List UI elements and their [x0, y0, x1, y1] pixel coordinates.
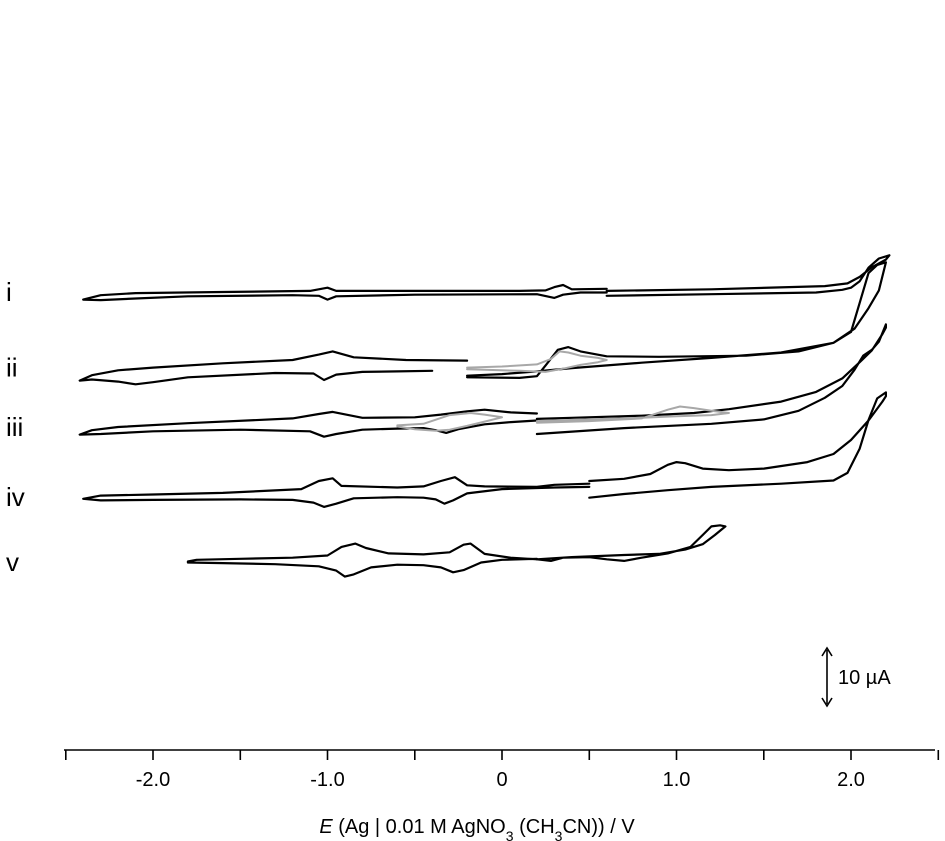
x-axis-title: E (Ag | 0.01 M AgNO3 (CH3CN)) / V: [319, 816, 635, 841]
trace-iii-segment-4: [535, 405, 730, 424]
scale-bar-arrow-up-icon: [821, 646, 833, 657]
trace-label-iv: iv: [6, 482, 25, 512]
x-tick-label-group: -2.0 -1.0 0 1.0 2.0: [136, 769, 865, 791]
trace-label-v: v: [6, 547, 19, 577]
x-tick-group: [65, 750, 940, 760]
trace-iv-segment-1: [82, 476, 591, 508]
scale-bar-label: 10 µA: [838, 667, 891, 689]
scale-bar-arrow-down-icon: [821, 697, 833, 708]
trace-group: [78, 254, 891, 578]
x-axis-title-italic: E: [319, 816, 333, 838]
trace-iii-segment-2: [535, 323, 888, 436]
trace-label-iii: iii: [6, 412, 23, 442]
trace-ii: [78, 261, 888, 386]
trace-iv-segment-2: [588, 391, 888, 499]
trace-label-i: i: [6, 277, 12, 307]
trace-v: [186, 524, 727, 578]
x-axis-title-tail: (CH: [514, 816, 555, 838]
x-tick-label: 0: [496, 769, 507, 791]
x-tick-label: 2.0: [837, 769, 865, 791]
trace-iv: [82, 391, 888, 508]
trace-ii-segment-3: [466, 350, 608, 373]
x-tick-label: 1.0: [663, 769, 691, 791]
trace-i: [82, 254, 891, 302]
trace-i-segment-2: [605, 254, 891, 297]
trace-i-segment-1: [82, 283, 608, 302]
x-tick-label: -2.0: [136, 769, 170, 791]
x-tick-label: -1.0: [310, 769, 344, 791]
trace-iii: [78, 323, 888, 438]
trace-label-ii: ii: [6, 353, 18, 383]
trace-v-segment-2: [535, 524, 727, 563]
x-axis-title-sub: 3: [506, 828, 514, 841]
trace-iii-segment-3: [396, 412, 503, 432]
scale-bar: 10 µA: [821, 646, 891, 708]
x-axis-title-sub2: 3: [555, 828, 563, 841]
x-axis: -2.0 -1.0 0 1.0 2.0: [64, 749, 940, 791]
trace-ii-segment-1: [78, 350, 469, 386]
trace-v-segment-1: [186, 542, 539, 578]
trace-ii-segment-2: [466, 261, 888, 379]
x-axis-title-main: (Ag | 0.01 M AgNO: [333, 816, 506, 838]
x-axis-title-tail2: CN)) / V: [562, 816, 635, 838]
